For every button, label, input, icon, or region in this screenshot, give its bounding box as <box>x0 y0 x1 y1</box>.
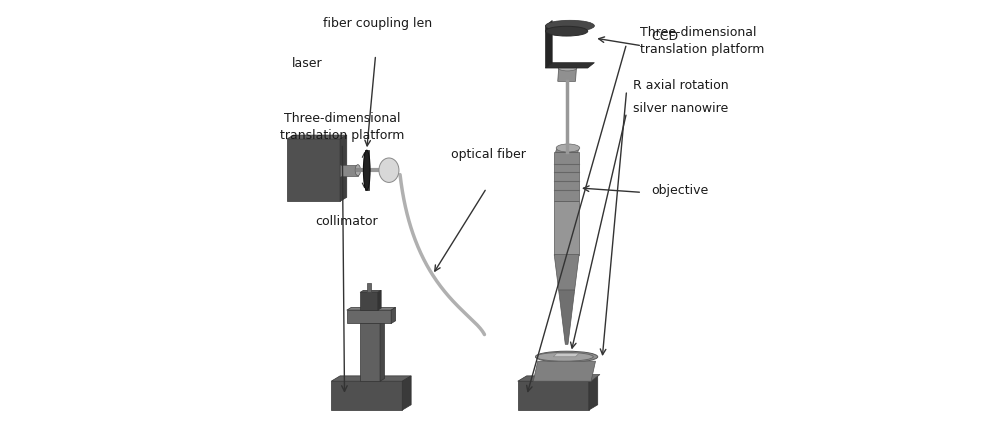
Text: objective: objective <box>651 184 708 197</box>
Ellipse shape <box>536 351 598 363</box>
Ellipse shape <box>556 144 580 152</box>
Polygon shape <box>340 165 358 176</box>
Polygon shape <box>533 375 600 381</box>
Ellipse shape <box>536 352 593 361</box>
Polygon shape <box>546 21 552 68</box>
Text: laser: laser <box>291 57 322 70</box>
Polygon shape <box>554 255 579 290</box>
Polygon shape <box>360 321 385 324</box>
Polygon shape <box>347 308 396 310</box>
Polygon shape <box>402 376 411 410</box>
Polygon shape <box>533 361 596 381</box>
Polygon shape <box>360 324 380 381</box>
Polygon shape <box>360 291 381 292</box>
Polygon shape <box>287 139 340 201</box>
Ellipse shape <box>546 26 588 36</box>
Polygon shape <box>546 63 594 68</box>
Polygon shape <box>331 381 402 410</box>
Text: optical fiber: optical fiber <box>451 148 526 161</box>
Text: fiber coupling len: fiber coupling len <box>323 17 432 30</box>
Text: collimator: collimator <box>315 215 378 228</box>
Text: Three-dimensional
translation platform: Three-dimensional translation platform <box>640 26 764 56</box>
Ellipse shape <box>363 150 370 190</box>
Polygon shape <box>391 308 396 324</box>
Polygon shape <box>554 201 579 255</box>
Polygon shape <box>367 283 371 292</box>
Polygon shape <box>287 135 347 139</box>
Ellipse shape <box>558 65 577 71</box>
Text: Three-dimensional
translation platform: Three-dimensional translation platform <box>280 113 404 143</box>
Ellipse shape <box>379 158 399 182</box>
Polygon shape <box>360 292 378 310</box>
Polygon shape <box>559 290 575 344</box>
Polygon shape <box>518 376 598 381</box>
Polygon shape <box>378 291 381 310</box>
Text: CCD: CCD <box>651 30 678 43</box>
Polygon shape <box>553 353 579 357</box>
Polygon shape <box>558 68 576 81</box>
Polygon shape <box>589 376 598 410</box>
Polygon shape <box>380 321 385 381</box>
Text: silver nanowire: silver nanowire <box>633 101 729 114</box>
Polygon shape <box>365 150 369 190</box>
Polygon shape <box>556 148 579 152</box>
Polygon shape <box>554 152 579 201</box>
Ellipse shape <box>355 164 361 176</box>
Polygon shape <box>331 376 411 381</box>
Polygon shape <box>340 135 347 201</box>
Text: R axial rotation: R axial rotation <box>633 79 729 92</box>
Ellipse shape <box>546 20 594 31</box>
Polygon shape <box>347 310 391 324</box>
Polygon shape <box>518 381 589 410</box>
